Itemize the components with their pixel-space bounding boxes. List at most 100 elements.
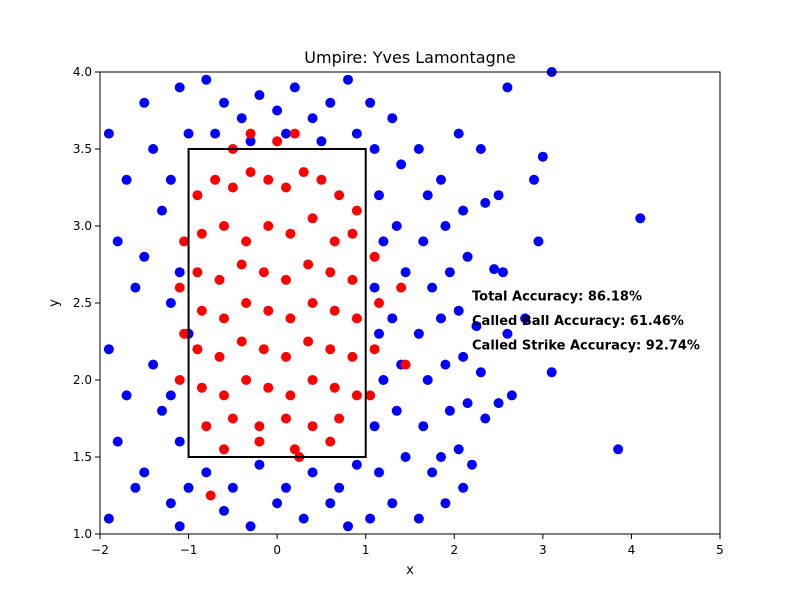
- point-s1-70: [369, 344, 380, 355]
- point-s1-15: [307, 213, 318, 224]
- point-s0-28: [219, 97, 229, 108]
- point-s0-19: [183, 128, 194, 139]
- point-s0-57: [378, 236, 389, 247]
- point-s0-75: [418, 236, 429, 247]
- point-s1-34: [192, 344, 203, 355]
- point-s0-98: [475, 144, 486, 154]
- point-s0-84: [444, 267, 455, 278]
- point-s1-38: [281, 351, 291, 362]
- x-tick-label: 5: [716, 543, 724, 557]
- point-s0-94: [458, 351, 469, 362]
- point-s1-56: [219, 444, 229, 455]
- point-s0-11: [157, 205, 167, 216]
- point-s0-104: [502, 82, 513, 93]
- accuracy-annotations: Total Accuracy: 86.18% Called Ball Accura…: [472, 289, 700, 353]
- point-s1-72: [396, 282, 407, 293]
- point-s0-95: [462, 398, 473, 409]
- point-s1-42: [196, 382, 207, 393]
- point-s0-29: [236, 113, 247, 124]
- point-s0-63: [365, 513, 376, 524]
- point-s0-36: [210, 128, 221, 139]
- point-s1-11: [219, 221, 229, 231]
- point-s0-105: [493, 190, 504, 201]
- point-s1-31: [307, 298, 318, 308]
- y-tick-label: 4.0: [73, 65, 92, 79]
- point-s0-74: [422, 190, 433, 201]
- point-s0-47: [351, 459, 362, 470]
- point-s0-24: [174, 436, 185, 447]
- point-s1-6: [298, 167, 309, 178]
- point-s1-74: [205, 490, 216, 501]
- point-s0-7: [130, 482, 141, 493]
- point-s1-8: [334, 190, 345, 201]
- point-s0-12: [139, 251, 150, 262]
- point-s0-92: [462, 251, 473, 262]
- point-s1-25: [347, 274, 358, 285]
- point-s0-115: [635, 213, 646, 224]
- point-s0-23: [165, 390, 176, 401]
- point-s0-27: [201, 74, 212, 85]
- point-s1-30: [285, 313, 296, 324]
- point-s0-78: [422, 375, 433, 385]
- point-s1-45: [263, 382, 274, 393]
- point-s1-13: [263, 221, 274, 231]
- chart-title: Umpire: Yves Lamontagne: [304, 48, 515, 67]
- point-s0-87: [444, 405, 455, 416]
- point-s1-32: [329, 305, 340, 316]
- point-s1-62: [272, 136, 283, 147]
- point-s0-32: [289, 82, 300, 93]
- point-s0-15: [157, 405, 167, 416]
- point-s1-59: [325, 436, 336, 447]
- point-s1-43: [219, 390, 229, 401]
- point-s0-72: [387, 498, 398, 509]
- point-s0-108: [493, 398, 504, 409]
- x-axis-ticks: −2 −1 0 1 2 3 4 5: [91, 534, 724, 557]
- point-s0-41: [201, 467, 212, 478]
- point-s0-91: [458, 205, 469, 216]
- point-s1-0: [192, 190, 203, 201]
- point-s0-86: [440, 359, 451, 370]
- y-tick-label: 2.0: [73, 373, 92, 387]
- point-s1-22: [281, 274, 291, 285]
- point-s1-7: [316, 174, 327, 185]
- x-axis-label: x: [406, 563, 414, 578]
- point-s1-14: [285, 228, 296, 239]
- point-s0-42: [227, 482, 238, 493]
- point-s1-50: [201, 421, 212, 432]
- y-tick-label: 3.5: [73, 142, 92, 156]
- point-s0-17: [165, 498, 176, 509]
- point-s1-55: [334, 413, 345, 424]
- point-s1-17: [347, 228, 358, 239]
- point-s0-62: [374, 467, 384, 478]
- point-s0-82: [436, 174, 446, 185]
- x-tick-label: 2: [450, 543, 458, 557]
- point-s1-58: [289, 444, 300, 455]
- point-s0-76: [427, 282, 438, 293]
- y-tick-label: 3.0: [73, 219, 92, 233]
- point-s0-16: [139, 467, 150, 478]
- point-s1-29: [263, 305, 274, 316]
- point-s0-96: [453, 444, 464, 455]
- point-s1-51: [227, 413, 238, 424]
- strike-zone: [187, 148, 367, 458]
- point-s0-50: [272, 498, 283, 509]
- point-s1-23: [303, 259, 314, 270]
- point-s0-70: [391, 405, 402, 416]
- point-s1-20: [236, 259, 247, 270]
- point-s0-3: [130, 282, 141, 293]
- point-s1-57: [254, 436, 265, 447]
- point-s0-59: [374, 328, 384, 339]
- point-s1-66: [179, 328, 190, 339]
- point-s1-39: [303, 336, 314, 347]
- point-s0-117: [489, 264, 500, 275]
- point-s0-20: [165, 174, 176, 185]
- x-tick-label: −2: [91, 543, 109, 557]
- point-s1-26: [196, 305, 207, 316]
- point-s1-10: [196, 228, 207, 239]
- point-s0-65: [396, 159, 407, 170]
- accuracy-annotation: Called Strike Accuracy: 92.74%: [472, 339, 700, 354]
- point-s0-55: [369, 144, 380, 154]
- point-s0-106: [498, 267, 508, 278]
- point-s0-71: [400, 452, 411, 462]
- point-s1-40: [325, 344, 336, 355]
